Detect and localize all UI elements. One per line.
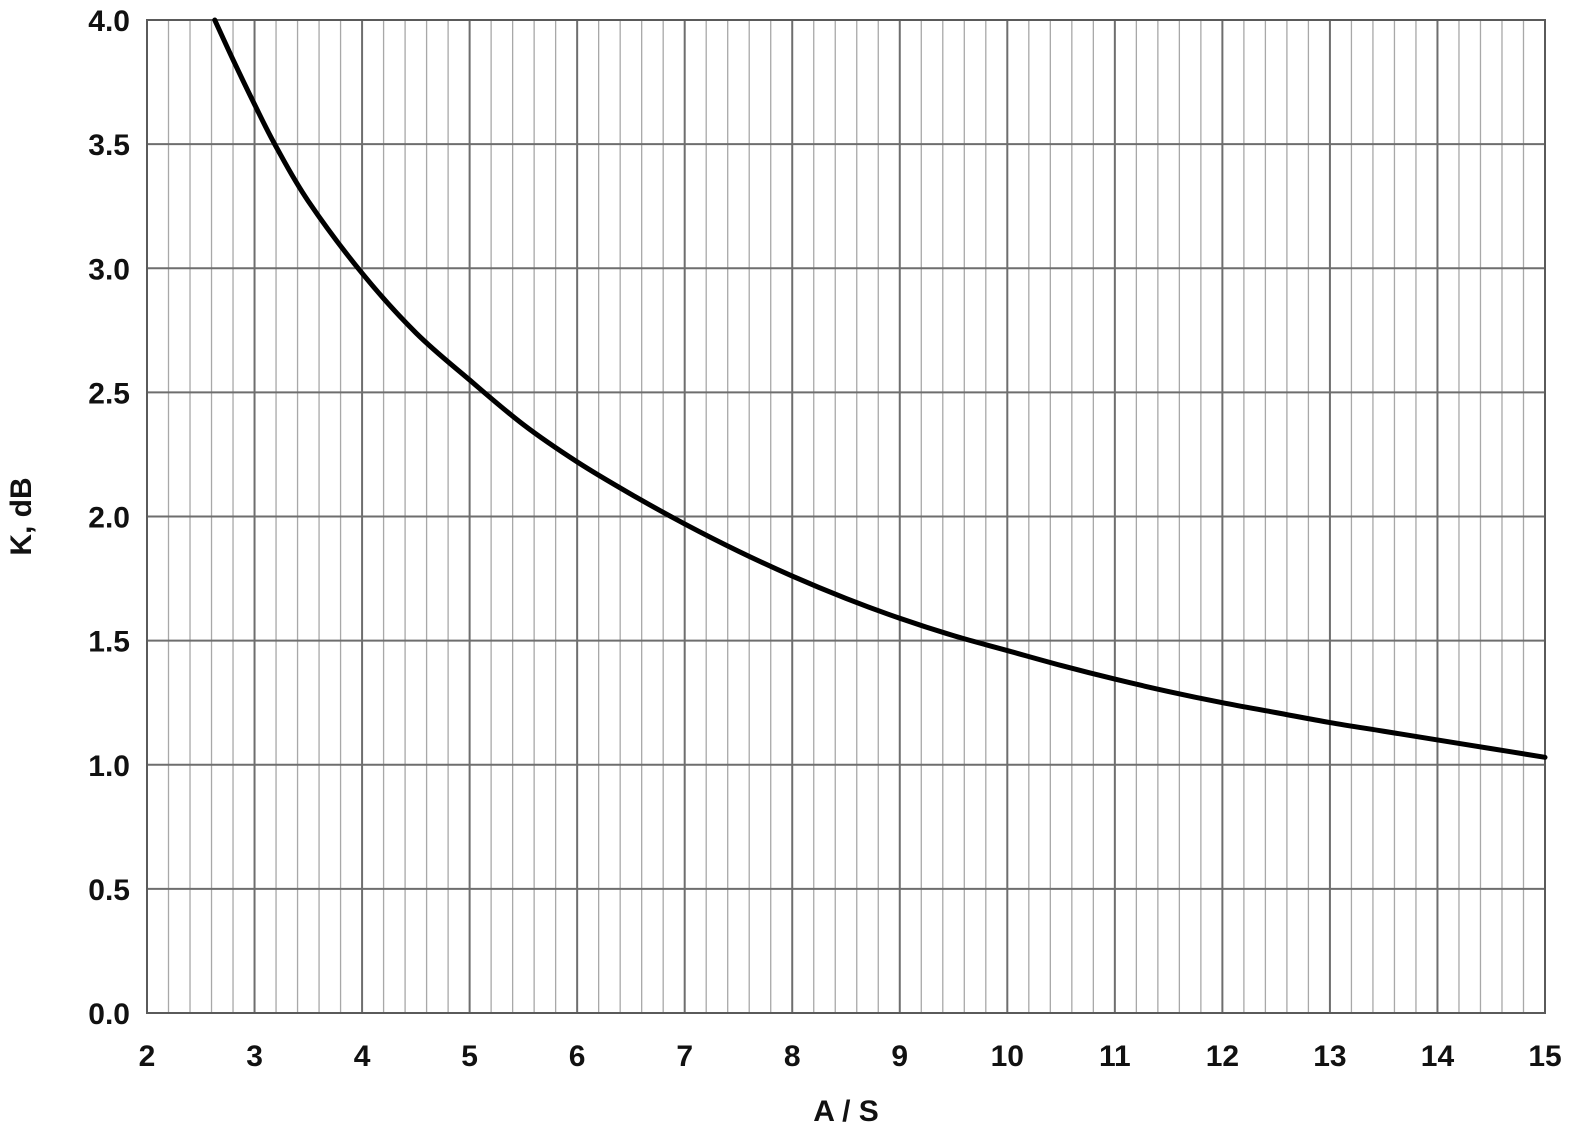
x-tick-labels: 2 3 4 5 6 7 8 9 10 11 12 13 14 15 bbox=[139, 1040, 1562, 1073]
y-tick-label: 3.0 bbox=[88, 253, 130, 286]
x-tick-label: 2 bbox=[139, 1040, 156, 1073]
y-tick-label: 4.0 bbox=[88, 5, 130, 38]
x-tick-label: 14 bbox=[1421, 1040, 1455, 1073]
major-gridlines bbox=[146, 19, 1546, 1014]
x-tick-label: 15 bbox=[1528, 1040, 1561, 1073]
x-axis-title: A / S bbox=[813, 1095, 879, 1128]
y-tick-label: 1.0 bbox=[88, 750, 130, 783]
series-line bbox=[212, 17, 1548, 760]
y-axis-title: K, dB bbox=[5, 477, 38, 555]
x-tick-label: 10 bbox=[991, 1040, 1024, 1073]
series-layer bbox=[212, 17, 1548, 760]
x-tick-label: 7 bbox=[676, 1040, 693, 1073]
plot-frame bbox=[146, 19, 1546, 1014]
x-tick-label: 13 bbox=[1313, 1040, 1346, 1073]
x-tick-label: 9 bbox=[891, 1040, 908, 1073]
x-tick-label: 12 bbox=[1206, 1040, 1239, 1073]
x-tick-label: 6 bbox=[569, 1040, 586, 1073]
x-tick-label: 5 bbox=[461, 1040, 478, 1073]
x-tick-label: 11 bbox=[1099, 1040, 1131, 1073]
y-tick-label: 2.0 bbox=[88, 502, 130, 535]
plot-border bbox=[146, 19, 1546, 1014]
y-tick-label: 0.0 bbox=[88, 998, 130, 1031]
y-tick-label: 2.5 bbox=[88, 377, 130, 410]
x-tick-label: 8 bbox=[784, 1040, 801, 1073]
y-tick-label: 3.5 bbox=[88, 129, 130, 162]
x-tick-label: 3 bbox=[246, 1040, 263, 1073]
y-tick-label: 1.5 bbox=[88, 626, 130, 659]
y-tick-labels: 0.0 0.5 1.0 1.5 2.0 2.5 3.0 3.5 4.0 bbox=[88, 5, 130, 1031]
y-tick-label: 0.5 bbox=[88, 874, 130, 907]
x-tick-label: 4 bbox=[354, 1040, 371, 1073]
